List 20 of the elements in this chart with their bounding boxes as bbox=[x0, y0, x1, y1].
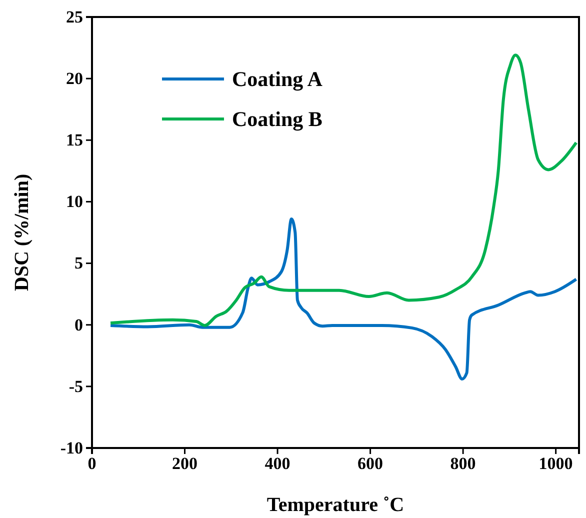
y-tick-label: 10 bbox=[66, 192, 83, 212]
legend-label: Coating A bbox=[232, 67, 324, 91]
y-tick-label: 0 bbox=[74, 315, 83, 334]
y-tick-label: -10 bbox=[60, 438, 83, 458]
x-tick-label: 400 bbox=[264, 454, 290, 474]
y-tick-label: -5 bbox=[68, 376, 83, 396]
y-tick-label: 15 bbox=[66, 130, 83, 150]
y-tick-label: 5 bbox=[74, 254, 83, 273]
y-axis-title: DSC (%/min) bbox=[11, 174, 33, 292]
y-tick-label: 20 bbox=[66, 69, 83, 88]
y-tick-label: 25 bbox=[66, 7, 83, 26]
x-tick-label: 200 bbox=[172, 454, 198, 474]
x-axis-title: Temperature ˚C bbox=[266, 494, 404, 516]
x-tick-label: 1000 bbox=[538, 454, 573, 474]
line-series bbox=[109, 217, 578, 381]
x-tick-label: 800 bbox=[450, 454, 476, 474]
legend-label: Coating B bbox=[232, 107, 322, 131]
x-tick-label: 0 bbox=[88, 454, 96, 474]
line-series bbox=[109, 54, 578, 327]
x-tick-label: 600 bbox=[358, 454, 384, 474]
